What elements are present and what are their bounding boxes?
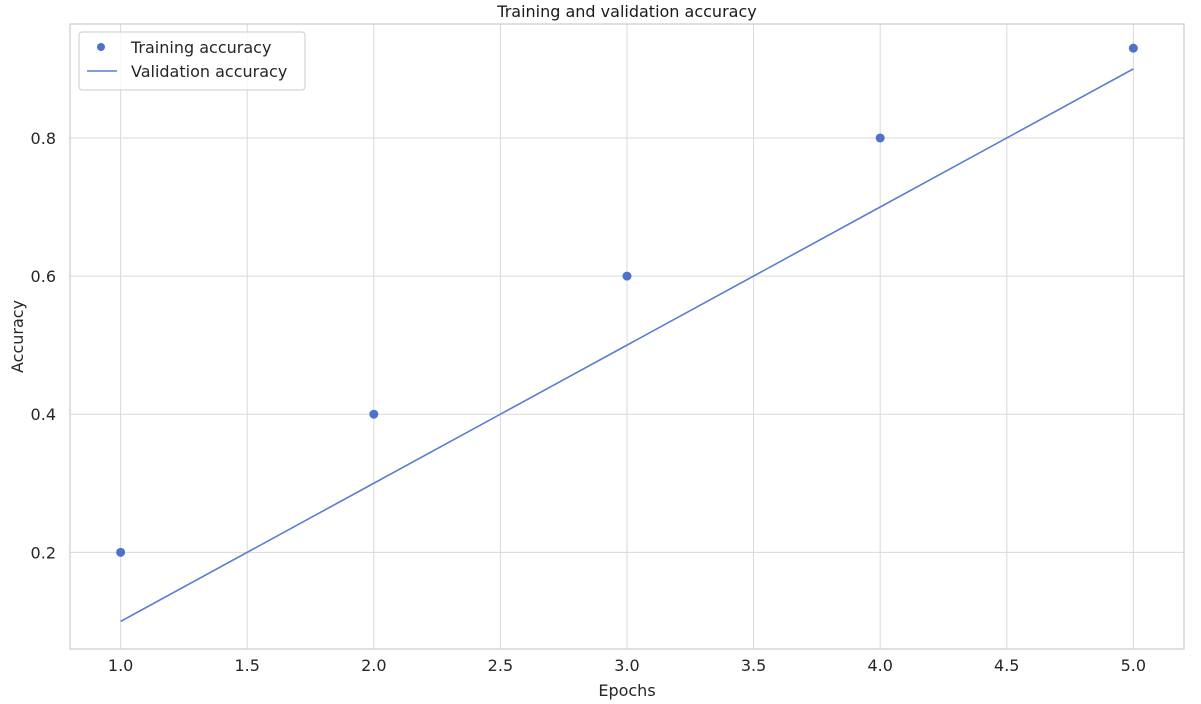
plot-area-frame: [69, 23, 1185, 650]
legend-marker-training: [97, 43, 105, 51]
data-series: [116, 43, 1138, 623]
legend: Training accuracy Validation accuracy: [78, 31, 306, 91]
y-tick-label: 0.6: [31, 267, 56, 286]
training-accuracy-point: [622, 271, 632, 281]
chart-title: Training and validation accuracy: [496, 2, 756, 21]
x-tick-label: 1.5: [235, 656, 260, 675]
x-tick-label: 5.0: [1121, 656, 1146, 675]
y-tick-label: 0.8: [31, 129, 56, 148]
validation-accuracy-line: [120, 68, 1134, 623]
x-tick-label: 4.0: [867, 656, 892, 675]
grid-lines: [70, 24, 1184, 649]
training-accuracy-point: [116, 547, 126, 557]
legend-box: [78, 31, 306, 91]
x-tick-label: 2.5: [488, 656, 513, 675]
training-accuracy-point: [369, 409, 379, 419]
tick-labels: 1.0 1.5 2.0 2.5 3.0 3.5 4.0 4.5 5.0 0.2 0.4 0.6 0.8: [31, 129, 1147, 675]
x-tick-label: 3.0: [614, 656, 639, 675]
training-accuracy-point: [1128, 43, 1138, 53]
x-tick-label: 3.5: [741, 656, 766, 675]
x-tick-label: 2.0: [361, 656, 386, 675]
y-tick-label: 0.2: [31, 543, 56, 562]
y-tick-label: 0.4: [31, 405, 56, 424]
training-accuracy-point: [875, 133, 885, 143]
y-axis-label: Accuracy: [8, 300, 27, 373]
x-tick-label: 1.0: [108, 656, 133, 675]
legend-label-training: Training accuracy: [130, 38, 271, 57]
x-axis-label: Epochs: [598, 681, 655, 700]
legend-label-validation: Validation accuracy: [131, 62, 287, 81]
x-tick-label: 4.5: [994, 656, 1019, 675]
